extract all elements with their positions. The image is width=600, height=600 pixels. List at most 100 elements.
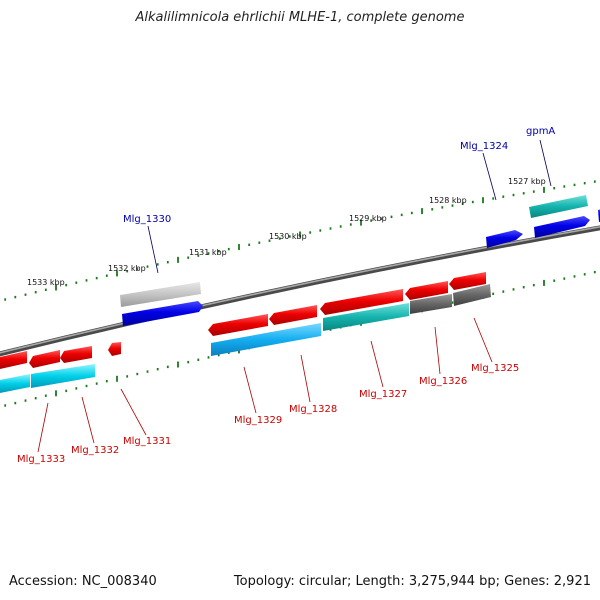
outer-ring-minor-tick: [24, 293, 27, 296]
feature-mlg-1333-function[interactable]: [0, 374, 30, 393]
forward-leaders: [147, 139, 552, 274]
outer-ring-minor-tick: [583, 182, 586, 185]
gene-mlg-1329[interactable]: [208, 314, 268, 336]
label-gpma[interactable]: gpmA: [526, 126, 555, 137]
outer-ring-major-tick: [482, 197, 484, 204]
inner-ring-major-tick: [177, 361, 179, 368]
outer-ring-minor-tick: [349, 223, 352, 226]
genome-backbone: [0, 225, 600, 357]
label-mlg-1331[interactable]: Mlg_1331: [123, 436, 171, 447]
feature-mlg-1330-function[interactable]: [120, 282, 201, 307]
inner-ring-minor-tick: [65, 389, 68, 393]
label-mlg-1333[interactable]: Mlg_1333: [17, 454, 65, 465]
inner-ring-minor-tick: [522, 286, 525, 289]
outer-ring-minor-tick: [278, 237, 281, 240]
outer-ring-minor-tick: [410, 211, 413, 215]
gene-mlg-1333[interactable]: [0, 351, 27, 369]
outer-ring-minor-tick: [492, 197, 495, 200]
outer-ring-minor-tick: [319, 229, 322, 232]
outer-ring-minor-tick: [156, 263, 159, 266]
inner-ring-minor-tick: [14, 401, 17, 405]
outer-ring-major-tick: [238, 244, 240, 250]
inner-ring-minor-tick: [553, 279, 556, 282]
outer-ring-minor-tick: [65, 283, 68, 287]
outer-ring-major-tick: [543, 186, 545, 193]
outer-ring-minor-tick: [380, 217, 383, 220]
inner-ring-minor-tick: [156, 368, 159, 371]
outer-ring-minor-tick: [309, 231, 312, 234]
outer-ring-minor-tick: [217, 250, 220, 253]
outer-ring-minor-tick: [502, 195, 505, 198]
topology-text: Topology: circular; Length: 3,275,944 bp…: [233, 574, 591, 589]
gene-mlg-1324[interactable]: [486, 230, 523, 248]
label-mlg-1328[interactable]: Mlg_1328: [289, 404, 337, 415]
gene-mlg-1331[interactable]: [108, 342, 121, 356]
outer-ring-minor-tick: [14, 295, 17, 299]
inner-ring-minor-tick: [593, 270, 596, 274]
outer-ring-minor-tick: [461, 202, 464, 205]
outer-ring-minor-tick: [512, 193, 515, 197]
label-mlg-1332[interactable]: Mlg_1332: [71, 445, 119, 456]
feature-mlg-1332-function[interactable]: [31, 364, 95, 388]
outer-ring-minor-tick: [44, 288, 47, 291]
kbp-label-1530: 1530 kbp: [269, 232, 307, 241]
feature-mlg-1326-function[interactable]: [410, 294, 452, 314]
inner-ring-minor-tick: [512, 288, 515, 291]
label-mlg-1327[interactable]: Mlg_1327: [359, 389, 407, 400]
inner-ring-minor-tick: [34, 397, 37, 400]
gene-mlg-1326[interactable]: [405, 281, 448, 300]
inner-ring-major-tick: [55, 390, 57, 397]
outer-ring-minor-tick: [431, 208, 434, 211]
inner-ring-minor-tick: [217, 353, 220, 357]
outer-ring-minor-tick: [166, 261, 169, 264]
feature-mlg-1325-function[interactable]: [453, 284, 491, 306]
outer-ring-minor-tick: [471, 200, 474, 204]
outer-ring-minor-tick: [207, 252, 210, 255]
outer-ring-minor-tick: [34, 291, 37, 294]
inner-ring-minor-tick: [187, 360, 190, 364]
outer-ring-minor-tick: [573, 183, 576, 187]
gene-mlg-1328[interactable]: [269, 305, 317, 325]
feature-mlg-1327-function[interactable]: [323, 303, 409, 331]
inner-ring-minor-tick: [197, 358, 200, 361]
outer-ring-minor-tick: [451, 204, 454, 207]
outer-ring-major-tick: [421, 208, 423, 215]
label-mlg-1330[interactable]: Mlg_1330: [123, 214, 171, 225]
label-mlg-1326[interactable]: Mlg_1326: [419, 376, 467, 387]
inner-ring-major-tick: [543, 279, 545, 286]
gene-gpma[interactable]: [534, 216, 590, 238]
outer-ring-minor-tick: [522, 192, 525, 195]
gene-mlg-1332[interactable]: [29, 350, 60, 368]
outer-ring-minor-tick: [288, 235, 291, 238]
gene-mlg-1332b[interactable]: [60, 346, 92, 363]
outer-ring-minor-tick: [105, 274, 108, 277]
outer-ring-minor-tick: [268, 239, 271, 242]
outer-ring-minor-tick: [248, 243, 251, 246]
outer-ring-minor-tick: [95, 276, 98, 280]
inner-ring-minor-tick: [451, 301, 454, 304]
label-mlg-1329[interactable]: Mlg_1329: [234, 415, 282, 426]
tick-rings: [4, 180, 596, 407]
reverse-leaders: [37, 317, 493, 453]
inner-ring-minor-tick: [166, 365, 169, 369]
outer-ring-minor-tick: [126, 270, 129, 273]
inner-ring-minor-tick: [502, 290, 505, 293]
outer-ring-minor-tick: [187, 256, 190, 259]
label-mlg-1325[interactable]: Mlg_1325: [471, 363, 519, 374]
outer-ring-minor-tick: [563, 185, 566, 188]
inner-ring-minor-tick: [207, 356, 210, 359]
gene-mlg-1325[interactable]: [449, 272, 486, 290]
feature-gpma-function[interactable]: [529, 195, 588, 218]
outer-ring-minor-tick: [197, 254, 200, 257]
genome-backbone-highlight: [0, 226, 600, 354]
outer-ring-major-tick: [299, 231, 301, 238]
gene-mlg-1330[interactable]: [122, 301, 203, 326]
gene-mlg-1327[interactable]: [320, 289, 403, 315]
kbp-label-1533: 1533 kbp: [27, 278, 65, 287]
inner-ring-minor-tick: [126, 375, 129, 378]
kbp-label-1528: 1528 kbp: [429, 196, 467, 205]
kbp-label-1529: 1529 kbp: [349, 214, 387, 223]
label-mlg-1324[interactable]: Mlg_1324: [460, 141, 508, 152]
feature-mlg-1329-function[interactable]: [211, 323, 321, 356]
